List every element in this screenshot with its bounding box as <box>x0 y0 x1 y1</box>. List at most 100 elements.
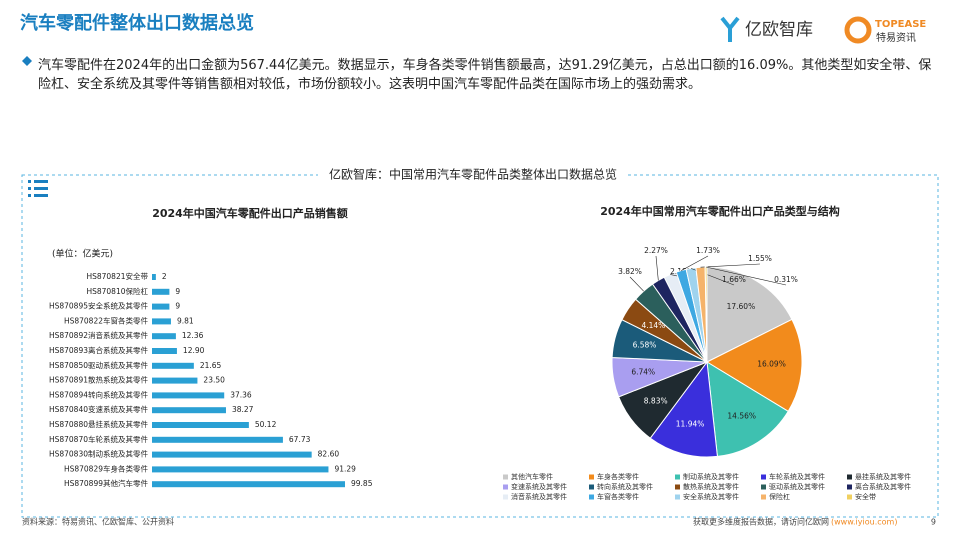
menu-icon <box>28 180 48 197</box>
bar <box>152 422 249 428</box>
page-number: 9 <box>931 518 936 527</box>
legend-swatch <box>675 494 680 500</box>
data-label: 1.73% <box>696 246 720 255</box>
y-tick-label: HS870810保险杠 <box>86 286 148 296</box>
legend-swatch <box>761 494 766 500</box>
y-tick-label: HS870893离合系统及其零件 <box>49 345 149 355</box>
source: 资料来源：特易资讯、亿欧智库、公开资料 <box>22 517 174 527</box>
data-label: 14.56% <box>727 411 756 420</box>
pie-slice <box>649 360 718 458</box>
leader-line <box>629 276 644 292</box>
data-label: 17.60% <box>727 302 756 311</box>
legend-swatch <box>503 474 508 480</box>
legend-swatch <box>589 484 594 490</box>
summary: 汽车零配件在2024年的出口金额为567.44亿美元。数据显示，车身各类零件销售… <box>38 58 932 92</box>
legend-label: 车窗各类零件 <box>597 492 639 501</box>
legend-swatch <box>675 484 680 490</box>
unit-label: (单位：亿美元) <box>52 248 113 260</box>
leader-line <box>700 263 761 268</box>
bar <box>152 407 226 414</box>
data-label: 50.12 <box>255 420 277 429</box>
legend-label: 转向系统及其零件 <box>597 482 653 491</box>
bar <box>152 466 329 473</box>
data-label: 1.55% <box>748 254 772 263</box>
legend-label: 变速系统及其零件 <box>511 482 567 491</box>
legend-swatch <box>761 484 766 490</box>
bar <box>152 303 170 310</box>
data-label: 21.65 <box>200 361 222 370</box>
y-tick-label: HS870822车窗各类零件 <box>64 315 149 325</box>
data-label: 12.90 <box>183 346 205 355</box>
footer-link[interactable]: (www.iyiou.com) <box>831 518 897 527</box>
pie-slice <box>706 361 789 457</box>
data-label: 91.29 <box>334 464 356 473</box>
logo-text: TOPEASE <box>875 19 926 30</box>
data-label: 0.31% <box>774 275 798 284</box>
bullet <box>22 56 32 66</box>
bar <box>152 481 345 488</box>
data-label: 12.36 <box>182 331 204 340</box>
legend-swatch <box>847 494 852 500</box>
bar <box>152 362 194 369</box>
logo-text: 亿欧智库 <box>745 20 813 40</box>
leader-line <box>706 266 787 286</box>
legend-swatch <box>503 484 508 490</box>
logo-icon <box>844 16 872 44</box>
legend-label: 其他汽车零件 <box>511 472 553 481</box>
data-label: 23.50 <box>203 376 225 385</box>
legend-label: 驱动系统及其零件 <box>769 482 825 491</box>
legend-label: 车身各类零件 <box>597 472 639 481</box>
data-label: 1.66% <box>722 275 746 284</box>
legend-label: 散热系统及其零件 <box>683 482 739 491</box>
bar <box>152 436 283 443</box>
chart-title: 2024年中国汽车零配件出口产品销售额 <box>152 206 348 220</box>
legend-label: 消音系统及其零件 <box>511 492 567 501</box>
data-label: 9 <box>175 302 180 311</box>
y-tick-label: HS870840变速系统及其零件 <box>49 404 149 414</box>
footer-more: 获取更多维度报告数据，请访问亿欧网 <box>693 517 829 527</box>
page-title: 汽车零配件整体出口数据总览 <box>20 12 254 34</box>
y-tick-label: HS870880悬挂系统及其零件 <box>49 419 149 429</box>
data-label: 11.94% <box>676 419 705 428</box>
data-label: 16.09% <box>757 360 786 369</box>
legend-label: 离合系统及其零件 <box>855 482 911 491</box>
data-label: 8.83% <box>644 396 668 405</box>
y-tick-label: HS870830制动系统及其零件 <box>49 449 149 459</box>
y-tick-label: HS870821安全带 <box>86 271 148 281</box>
bar <box>152 348 177 354</box>
bar <box>152 333 176 340</box>
pie-slice <box>705 318 803 413</box>
data-label: 2 <box>162 272 167 281</box>
legend-label: 制动系统及其零件 <box>683 472 739 481</box>
legend-swatch <box>847 474 852 480</box>
data-label: 9 <box>175 287 180 296</box>
data-label: 67.73 <box>289 435 311 444</box>
data-label: 9.81 <box>177 316 194 325</box>
y-tick-label: HS870850驱动系统及其零件 <box>49 360 149 370</box>
legend-swatch <box>589 474 594 480</box>
data-label: 4.14% <box>641 321 665 330</box>
y-tick-label: HS870829车身各类零件 <box>64 463 149 473</box>
legend-swatch <box>761 474 766 480</box>
leader-line <box>655 255 659 281</box>
data-label: 6.58% <box>633 341 657 350</box>
data-label: 38.27 <box>232 405 254 414</box>
data-label: 3.82% <box>618 267 642 276</box>
pie-slice <box>706 266 793 363</box>
panel-title: 亿欧智库：中国常用汽车零配件品类整体出口数据总览 <box>329 167 617 182</box>
bar <box>152 288 170 295</box>
legend-label: 悬挂系统及其零件 <box>855 472 911 481</box>
y-tick-label: HS870870车轮系统及其零件 <box>49 434 149 444</box>
bar <box>152 274 156 280</box>
data-label: 82.60 <box>318 450 340 459</box>
panel-title-bg <box>318 165 628 185</box>
bar <box>152 451 312 458</box>
legend-label: 保险杠 <box>769 492 790 501</box>
y-tick-label: HS870895安全系统及其零件 <box>49 301 149 311</box>
bar <box>152 318 171 325</box>
data-label: 99.85 <box>351 479 373 488</box>
legend-label: 车轮系统及其零件 <box>769 472 825 481</box>
legend-swatch <box>847 484 852 490</box>
